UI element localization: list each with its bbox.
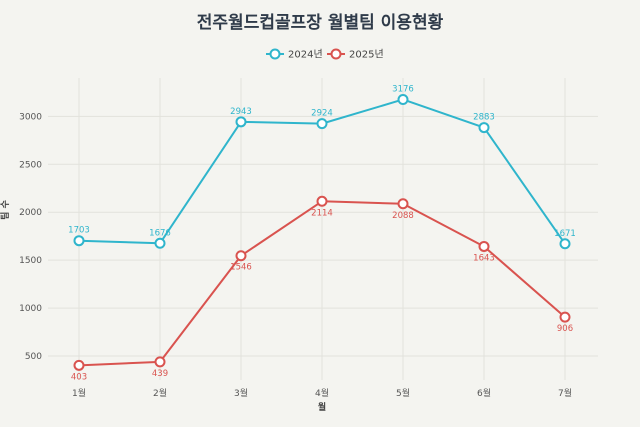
- data-label: 1676: [149, 228, 171, 238]
- legend-swatch-marker: [269, 48, 281, 60]
- x-tick-label: 4월: [315, 387, 329, 399]
- legend-item[interactable]: 2025년: [327, 48, 384, 61]
- data-label: 403: [71, 372, 87, 382]
- x-tick-label: 5월: [396, 387, 410, 399]
- chart-title: 전주월드컵골프장 월별팀 이용현황: [197, 12, 444, 33]
- x-tick-label: 7월: [558, 387, 572, 399]
- data-label: 1643: [473, 253, 495, 263]
- data-point[interactable]: [397, 93, 409, 105]
- data-point[interactable]: [316, 195, 328, 207]
- y-axis-ticks: 500 1000 1500 2000 2500 3000: [19, 112, 42, 362]
- legend-swatch-marker: [330, 48, 342, 60]
- data-label: 439: [152, 369, 168, 379]
- data-point[interactable]: [73, 235, 85, 247]
- x-axis-ticks: 1월 2월 3월 4월 5월 6월 7월: [72, 387, 572, 399]
- data-point[interactable]: [478, 122, 490, 134]
- x-tick-label: 2월: [153, 387, 167, 399]
- data-point[interactable]: [235, 116, 247, 128]
- data-point[interactable]: [559, 238, 571, 250]
- x-tick-label: 3월: [234, 387, 248, 399]
- data-point[interactable]: [154, 237, 166, 249]
- data-label: 1546: [230, 263, 252, 273]
- data-label: 2114: [311, 208, 333, 218]
- series-group: 1703 1676 2943 2924 3176 2883 1671 403 439 1546 21…: [68, 84, 576, 382]
- legend-label: 2025년: [349, 49, 384, 61]
- data-label: 1703: [68, 226, 90, 236]
- data-label: 2883: [473, 113, 495, 123]
- y-axis-title: 팀 수: [0, 200, 11, 220]
- data-label: 2924: [311, 109, 333, 119]
- x-axis-title: 월: [318, 401, 326, 413]
- y-tick-label: 3000: [19, 112, 42, 122]
- y-tick-label: 500: [25, 352, 42, 362]
- data-label: 3176: [392, 84, 414, 94]
- legend: 2024년 2025년: [266, 48, 384, 61]
- data-point[interactable]: [397, 198, 409, 210]
- legend-item[interactable]: 2024년: [266, 48, 323, 61]
- y-tick-label: 2500: [19, 160, 42, 170]
- data-point[interactable]: [316, 118, 328, 130]
- x-tick-label: 1월: [72, 387, 86, 399]
- legend-label: 2024년: [288, 49, 323, 61]
- data-point[interactable]: [154, 356, 166, 368]
- y-tick-label: 2000: [19, 208, 42, 218]
- x-tick-label: 6월: [477, 387, 491, 399]
- series-1: 1703 1676 2943 2924 3176 2883 1671: [68, 84, 576, 250]
- series-2: 403 439 1546 2114 2088 1643 906: [71, 195, 573, 382]
- y-tick-label: 1500: [19, 256, 42, 266]
- data-label: 2943: [230, 107, 252, 117]
- data-point[interactable]: [478, 240, 490, 252]
- data-point[interactable]: [235, 250, 247, 262]
- data-point[interactable]: [559, 311, 571, 323]
- data-label: 906: [557, 324, 573, 334]
- y-tick-label: 1000: [19, 304, 42, 314]
- data-label: 1671: [554, 229, 576, 239]
- data-label: 2088: [392, 211, 414, 221]
- data-point[interactable]: [73, 359, 85, 371]
